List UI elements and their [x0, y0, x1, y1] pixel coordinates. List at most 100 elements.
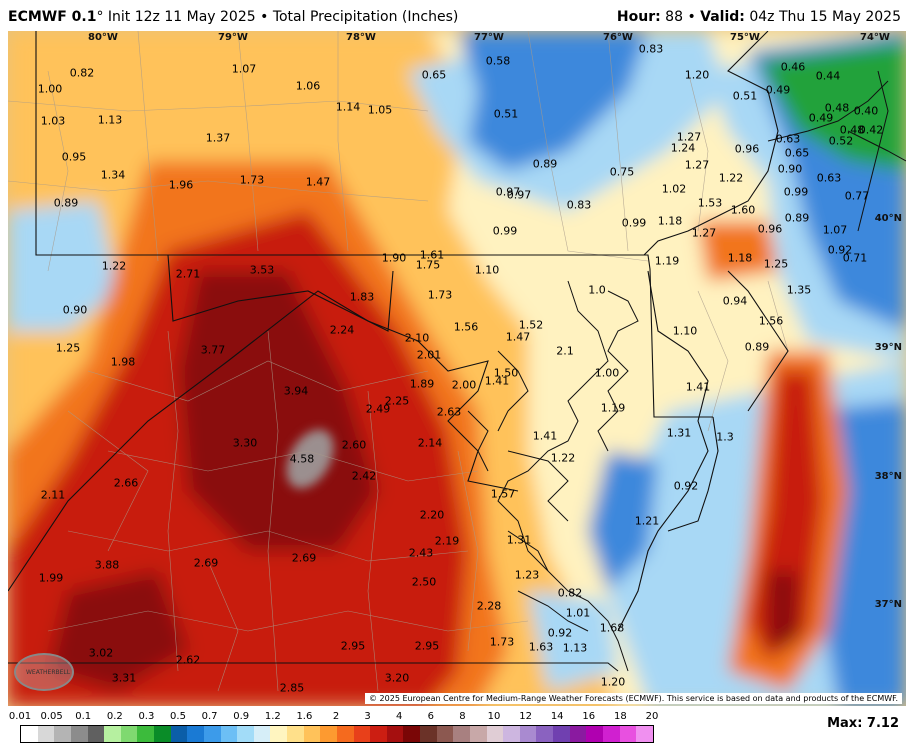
legend-label: 14	[550, 711, 564, 722]
precip-value-label: 0.89	[532, 157, 558, 171]
precip-value-label: 2.25	[384, 394, 410, 408]
precip-value-label: 0.49	[808, 111, 834, 125]
forecast-time: Hour: 88 • Valid: 04z Thu 15 May 2025	[617, 9, 901, 25]
precip-value-label: 1.53	[697, 196, 723, 210]
precip-value-label: 0.90	[62, 303, 88, 317]
weatherbell-logo: WEATHERBELL	[14, 653, 74, 691]
legend-swatch	[453, 726, 470, 742]
precip-value-label: 1.0	[588, 283, 606, 297]
legend-swatch	[170, 726, 188, 742]
legend-swatch	[287, 726, 304, 742]
precip-value-label: 0.40	[853, 104, 879, 118]
precip-value-label: 1.13	[97, 113, 123, 127]
legend-swatch	[187, 726, 204, 742]
legend-swatch	[21, 726, 38, 742]
legend-label: 0.9	[233, 711, 250, 722]
precip-field	[8, 31, 906, 706]
precip-value-label: 0.99	[621, 216, 647, 230]
precip-value-label: 0.94	[722, 294, 748, 308]
coastlines	[467, 70, 906, 672]
legend-label: 1.6	[296, 711, 313, 722]
legend-swatch	[469, 726, 487, 742]
precip-value-label: 1.07	[822, 223, 848, 237]
precip-value-label: 0.92	[827, 243, 853, 257]
precip-value-label: 1.13	[562, 641, 588, 655]
precip-value-label: 1.22	[101, 259, 127, 273]
max-label-text: Max:	[827, 716, 863, 731]
legend-swatch	[486, 726, 504, 742]
precip-value-label: 1.35	[786, 283, 812, 297]
precip-value-label: 1.98	[110, 355, 136, 369]
legend-label: 6	[427, 711, 434, 722]
legend-swatch	[636, 726, 653, 742]
precip-value-label: 1.41	[532, 429, 558, 443]
legend-label: 3	[364, 711, 371, 722]
precip-value-label: 1.18	[657, 214, 683, 228]
precip-value-label: 2.60	[341, 438, 367, 452]
precip-value-label: 2.63	[436, 405, 462, 419]
precip-legend: 0.01 0.05 0.1 0.2 0.3 0.5 0.7 0.9 1.2 1.6 2 3 4 6 8 10 1…	[9, 711, 660, 747]
legend-swatch	[237, 726, 254, 742]
precip-value-label: 2.19	[434, 534, 460, 548]
precip-value-label: 2.66	[113, 476, 139, 490]
legend-swatch	[70, 726, 88, 742]
precip-value-label: 1.73	[239, 173, 265, 187]
precip-value-label: 0.42	[858, 123, 884, 137]
precip-value-label: 2.69	[291, 551, 317, 565]
precipitation-map[interactable]: 0.82 1.00 1.03 1.13 0.95 1.34 0.89 1.07 1.06 1.37…	[8, 31, 906, 706]
map-graphic	[8, 31, 906, 706]
legend-swatch	[320, 726, 337, 742]
precip-value-label: 2.71	[175, 267, 201, 281]
precip-value-label: 3.94	[283, 384, 309, 398]
precip-value-label: 0.65	[784, 146, 810, 160]
precip-value-label: 0.97	[506, 188, 532, 202]
precip-value-label: 0.83	[566, 198, 592, 212]
legend-swatch	[37, 726, 55, 742]
state-borders	[8, 31, 789, 672]
precip-value-label: 1.24	[670, 141, 696, 155]
lat-label-39n: 39°N	[874, 342, 902, 353]
precip-value-label: 0.82	[557, 586, 583, 600]
precip-value-label: 1.07	[231, 62, 257, 76]
legend-swatch	[386, 726, 404, 742]
precip-value-label: 1.31	[666, 426, 692, 440]
precip-value-label: 1.99	[38, 571, 64, 585]
precip-value-label: 1.34	[100, 168, 126, 182]
legend-swatch	[586, 726, 603, 742]
precip-value-label: 1.60	[730, 203, 756, 217]
precip-value-label: 1.61	[419, 248, 445, 262]
precip-value-label: 1.23	[514, 568, 540, 582]
precip-value-label: 2.24	[329, 323, 355, 337]
precip-value-label: 1.06	[295, 79, 321, 93]
legend-swatch	[137, 726, 154, 742]
precip-value-label: 1.25	[763, 257, 789, 271]
precip-value-label: 0.82	[69, 66, 95, 80]
precip-value-label: 0.89	[784, 211, 810, 225]
precip-value-label: 0.95	[61, 150, 87, 164]
precip-value-label: 1.05	[367, 103, 393, 117]
precip-value-label: 1.10	[672, 324, 698, 338]
legend-swatch	[602, 726, 620, 742]
precip-value-label: 1.00	[594, 366, 620, 380]
precip-value-label: 0.63	[775, 132, 801, 146]
precip-value-label: 2.49	[365, 402, 391, 416]
legend-swatch	[553, 726, 570, 742]
precip-value-label: 3.77	[200, 343, 226, 357]
precip-value-label: 0.63	[816, 171, 842, 185]
precip-value-label: 0.90	[777, 162, 803, 176]
precip-value-label: 0.48	[824, 101, 850, 115]
lon-label-79w: 79°W	[218, 32, 248, 43]
precip-value-label: 2.42	[351, 469, 377, 483]
valid-value: 04z Thu 15 May 2025	[749, 9, 901, 25]
precip-value-label: 0.83	[638, 42, 664, 56]
precip-value-label: 1.96	[168, 178, 194, 192]
precip-value-label: 4.58	[289, 452, 315, 466]
valid-label: Valid:	[700, 9, 745, 25]
max-label-value: 7.12	[866, 716, 899, 731]
precip-value-label: 1.14	[335, 100, 361, 114]
legend-swatch	[220, 726, 238, 742]
precip-value-label: 0.99	[783, 185, 809, 199]
legend-swatch	[336, 726, 354, 742]
precip-value-label: 1.22	[718, 171, 744, 185]
lon-label-76w: 76°W	[603, 32, 633, 43]
